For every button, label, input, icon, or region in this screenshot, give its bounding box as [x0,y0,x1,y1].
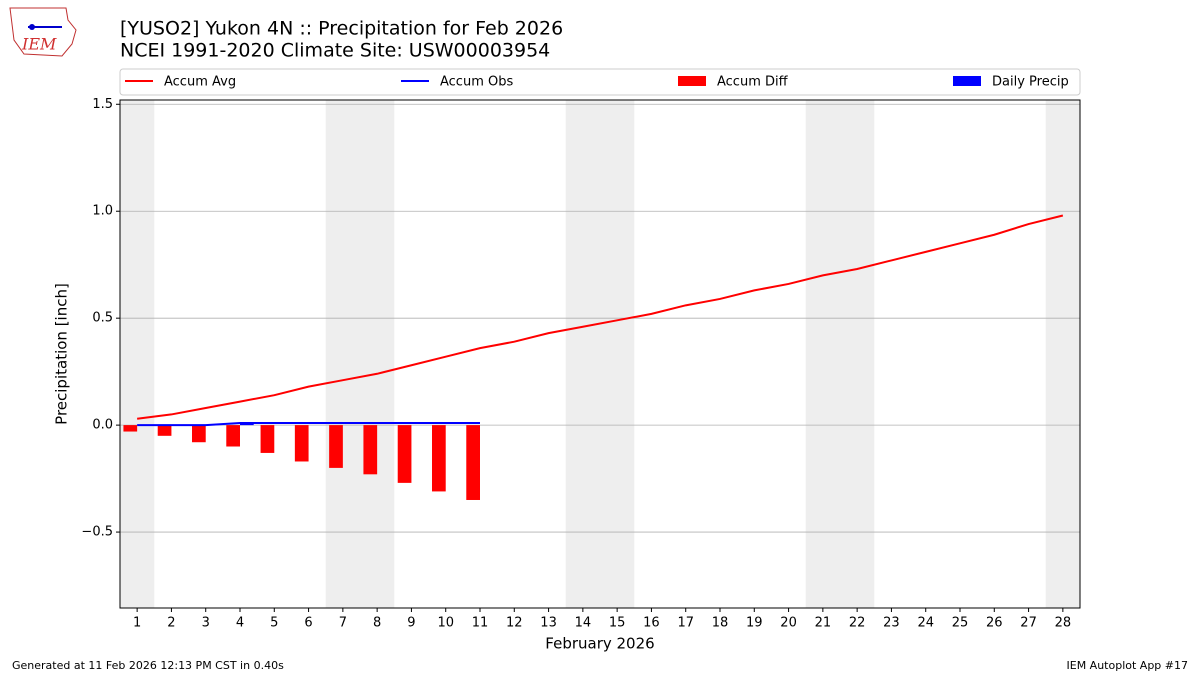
logo-outline [9,7,77,57]
weekend-shade [325,100,360,608]
y-tick-label: −0.5 [81,525,113,540]
weekend-shade [120,100,155,608]
x-tick-label: 10 [437,616,454,631]
x-tick-label: 27 [1020,616,1037,631]
bar [294,425,309,462]
legend [119,68,1081,96]
x-tick-label: 12 [506,616,523,631]
x-axis-label: February 2026 [545,635,654,653]
x-tick-label: 18 [712,616,729,631]
bar [157,425,172,436]
x-tick-label: 8 [373,616,381,631]
weekend-shade [1045,100,1080,608]
bar [240,422,254,426]
bar [226,425,240,447]
x-tick-label: 28 [1055,616,1072,631]
bar [192,425,206,443]
legend-label: Daily Precip [992,75,1069,90]
logo-text: IEM [21,35,57,54]
plot-frame [119,99,1081,609]
x-tick-label: 13 [540,616,557,631]
y-tick-label: 1.5 [92,97,113,112]
bar [260,425,275,453]
line [137,421,480,427]
x-tick-label: 20 [780,616,797,631]
logo: IEM [9,7,77,57]
x-tick-label: 17 [677,616,694,631]
chart-subtitle: NCEI 1991-2020 Climate Site: USW00003954 [120,40,550,62]
x-tick-label: 23 [883,616,900,631]
x-tick-label: 24 [917,616,934,631]
y-tick-label: 0.0 [92,418,113,433]
bar [123,425,138,432]
x-tick-label: 9 [407,616,415,631]
y-tick-label: 1.0 [92,204,113,219]
y-axis-label: Precipitation [inch] [53,283,71,425]
weekend-shade [600,100,635,608]
bar [432,425,446,492]
x-tick-label: 4 [236,616,244,631]
x-tick-label: 15 [609,616,626,631]
x-tick-label: 2 [167,616,175,631]
legend-label: Accum Diff [717,75,789,90]
legend-swatch [678,76,706,86]
weekend-shade [840,100,875,608]
legend-label: Accum Avg [164,75,236,90]
y-tick-label: 0.5 [92,311,113,326]
x-tick-label: 19 [746,616,763,631]
legend-label: Accum Obs [440,75,513,90]
x-tick-label: 3 [202,616,210,631]
x-tick-label: 14 [575,616,592,631]
bar [363,425,378,475]
logo-dot [29,24,35,30]
line [137,214,1064,420]
x-tick-label: 5 [270,616,278,631]
x-tick-label: 11 [472,616,489,631]
weekend-shade [565,100,600,608]
x-tick-label: 16 [643,616,660,631]
x-tick-label: 7 [339,616,347,631]
bar [397,425,412,483]
plot-area [120,100,1080,608]
footer-right: IEM Autoplot App #17 [1067,659,1189,672]
weekend-shade [805,100,840,608]
chart-title: [YUSO2] Yukon 4N :: Precipitation for Fe… [120,18,563,40]
x-tick-label: 22 [849,616,866,631]
x-tick-label: 25 [952,616,969,631]
bar [329,425,343,468]
footer-left: Generated at 11 Feb 2026 12:13 PM CST in… [12,659,284,672]
legend-swatch [953,76,981,86]
x-tick-label: 1 [133,616,141,631]
bar [466,425,480,500]
x-tick-label: 21 [815,616,832,631]
weekend-shade [360,100,395,608]
x-tick-label: 26 [986,616,1003,631]
x-tick-label: 6 [304,616,312,631]
